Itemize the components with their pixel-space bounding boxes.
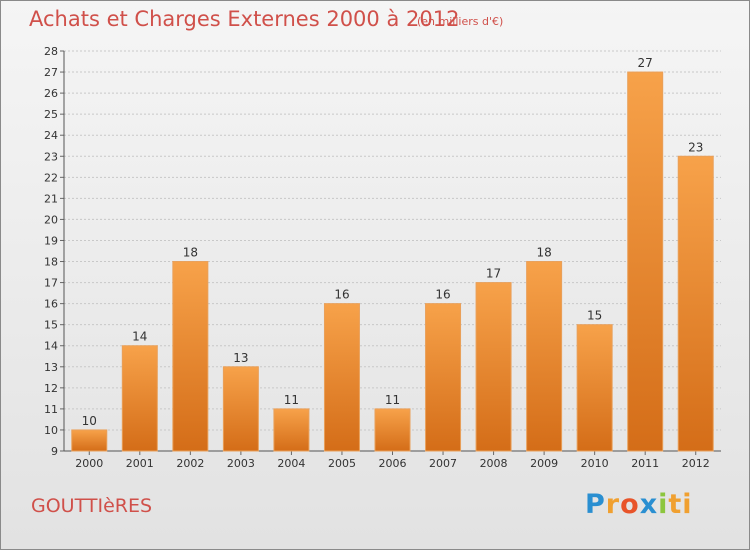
bar <box>374 408 411 452</box>
data-label: 10 <box>82 414 97 428</box>
y-tick-label: 27 <box>44 66 58 79</box>
chart-title: Achats et Charges Externes 2000 à 2012 <box>29 7 460 31</box>
logo-letter: P <box>585 489 606 520</box>
y-tick-label: 25 <box>44 108 58 121</box>
x-tick-label: 2011 <box>631 457 659 470</box>
y-tick-label: 16 <box>44 298 58 311</box>
logo-letter: i <box>658 489 669 520</box>
data-label: 17 <box>486 267 501 281</box>
x-tick-label: 2005 <box>328 457 356 470</box>
data-label: 11 <box>284 393 299 407</box>
y-tick-label: 13 <box>44 361 58 374</box>
data-label: 18 <box>183 246 198 260</box>
grid-lines <box>64 50 721 431</box>
bar <box>677 155 714 452</box>
y-tick-label: 15 <box>44 319 58 332</box>
y-tick-label: 11 <box>44 403 58 416</box>
y-tick-label: 28 <box>44 45 58 58</box>
chart-subtitle: (en milliers d'€) <box>417 15 504 28</box>
data-label: 11 <box>385 393 400 407</box>
y-tick-label: 26 <box>44 87 58 100</box>
commune-name: GOUTTIèRES <box>31 495 153 517</box>
y-tick-label: 17 <box>44 277 58 290</box>
y-tick-label: 24 <box>44 129 58 142</box>
x-tick-label: 2004 <box>277 457 305 470</box>
bar <box>526 261 563 452</box>
y-tick-label: 12 <box>44 382 58 395</box>
y-tick-label: 23 <box>44 150 58 163</box>
logo-letter: ti <box>668 489 693 520</box>
x-tick-label: 2010 <box>581 457 609 470</box>
logo-letter: o <box>620 489 640 520</box>
bar <box>222 366 259 452</box>
y-tick-label: 18 <box>44 256 58 269</box>
data-label: 18 <box>536 246 551 260</box>
bars <box>71 71 714 452</box>
x-tick-label: 2001 <box>126 457 154 470</box>
x-tick-label: 2006 <box>379 457 407 470</box>
data-label: 13 <box>233 351 248 365</box>
x-tick-label: 2009 <box>530 457 558 470</box>
bar <box>273 408 310 452</box>
x-tick-label: 2012 <box>682 457 710 470</box>
bar <box>576 324 613 452</box>
data-label: 14 <box>132 330 147 344</box>
data-label: 15 <box>587 309 602 323</box>
bar <box>121 345 158 452</box>
y-tick-label: 20 <box>44 213 58 226</box>
data-label: 27 <box>638 56 653 70</box>
labels: 9 10 11 12 13 14 15 16 17 18 19 20 21 22 23 24 25 26 27 28 1… <box>44 45 710 470</box>
x-tick-label: 2008 <box>480 457 508 470</box>
x-tick-label: 2003 <box>227 457 255 470</box>
proxiti-logo[interactable]: Proxiti <box>585 489 693 520</box>
bar <box>475 282 512 452</box>
logo-letter: r <box>605 489 621 520</box>
x-tick-label: 2007 <box>429 457 457 470</box>
y-tick-label: 19 <box>44 234 58 247</box>
bar <box>323 303 360 452</box>
data-label: 23 <box>688 140 703 154</box>
x-tick-label: 2000 <box>75 457 103 470</box>
bar <box>71 429 108 452</box>
y-tick-label: 21 <box>44 192 58 205</box>
logo-letter: x <box>639 489 659 520</box>
y-tick-label: 14 <box>44 340 58 353</box>
y-tick-label: 9 <box>51 445 58 458</box>
x-tick-label: 2002 <box>176 457 204 470</box>
data-label: 16 <box>334 288 349 302</box>
y-tick-label: 10 <box>44 424 58 437</box>
data-label: 16 <box>435 288 450 302</box>
bar <box>425 303 462 452</box>
bar <box>627 71 664 452</box>
bar <box>172 261 209 452</box>
y-tick-label: 22 <box>44 171 58 184</box>
